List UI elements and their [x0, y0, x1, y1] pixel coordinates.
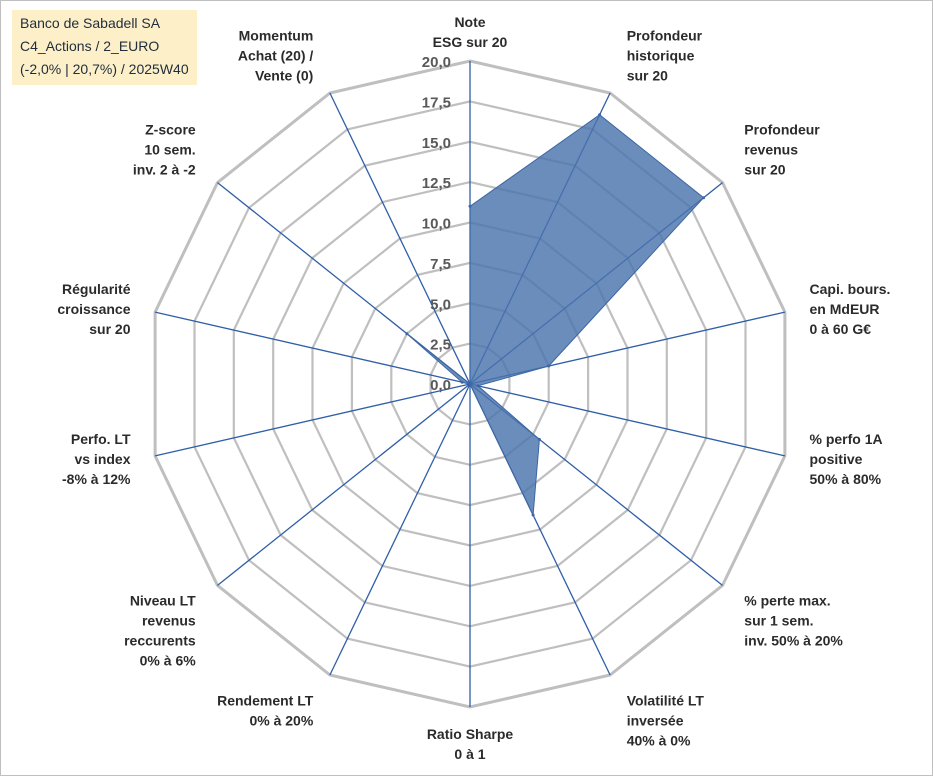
axis-label: Profondeur historique sur 20 [627, 28, 703, 84]
axis-label: Niveau LT revenus reccurents 0% à 6% [124, 593, 196, 669]
axis-label-line: en MdEUR [810, 301, 880, 317]
axis-label-line: % perte max. [744, 593, 830, 609]
axis-label: % perte max. sur 1 sem. inv. 50% à 20% [744, 593, 843, 649]
axis-label-line: vs index [74, 451, 130, 467]
axis-label-line: 10 sem. [144, 141, 195, 157]
axis-label-line: 50% à 80% [810, 471, 882, 487]
axis-label-line: Volatilité LT [627, 693, 705, 709]
data-point [598, 113, 602, 117]
data-point [547, 364, 551, 368]
axis-label-line: 0 à 1 [454, 746, 485, 762]
axis-label-line: historique [627, 48, 695, 64]
tick-label: 12,5 [422, 175, 451, 192]
axis-labels: Note ESG sur 20 Profondeur historique sur 20… [57, 14, 890, 762]
axis-label-line: ESG sur 20 [433, 34, 508, 50]
radar-spoke [217, 383, 471, 586]
data-point [468, 382, 472, 386]
axis-label-line: 0% à 20% [249, 713, 313, 729]
radar-spoke [154, 311, 471, 385]
title-line-company: Banco de Sabadell SA [20, 15, 161, 31]
series-area [406, 114, 705, 517]
radial-tick-labels: 0,0 2,5 5,0 7,5 10,0 12,5 15,0 17,5 20,0 [422, 54, 451, 394]
axis-label-line: Vente (0) [255, 68, 313, 84]
axis-label-line: Régularité [62, 281, 131, 297]
data-point [460, 380, 464, 384]
axis-label-line: Perfo. LT [71, 431, 131, 447]
axis-label-line: 40% à 0% [627, 733, 691, 749]
tick-label: 10,0 [422, 216, 451, 233]
data-point [531, 513, 535, 517]
axis-label-line: Rendement LT [217, 693, 314, 709]
tick-label: 0,0 [430, 377, 451, 394]
axis-label-line: % perfo 1A [810, 431, 883, 447]
tick-label: 2,5 [430, 337, 451, 354]
axis-label-line: revenus [142, 613, 196, 629]
axis-label-line: 0 à 60 G€ [810, 321, 872, 337]
axis-label-line: sur 20 [89, 321, 130, 337]
axis-label-line: inv. 2 à -2 [133, 161, 196, 177]
tick-label: 5,0 [430, 296, 451, 313]
axis-label: Capi. bours. en MdEUR 0 à 60 G€ [810, 281, 891, 337]
axis-label-line: Niveau LT [130, 593, 196, 609]
axis-label: Note ESG sur 20 [433, 14, 508, 50]
axis-label: Volatilité LT inversée 40% à 0% [627, 693, 705, 749]
axis-label: % perfo 1A positive 50% à 80% [810, 431, 883, 487]
axis-label-line: Profondeur [744, 121, 820, 137]
axis-label-line: sur 20 [744, 161, 785, 177]
axis-label-line: inv. 50% à 20% [744, 633, 843, 649]
data-point [468, 204, 472, 208]
radar-series [405, 113, 706, 517]
tick-label: 7,5 [430, 256, 451, 273]
axis-label-line: Note [454, 14, 485, 30]
axis-label-line: revenus [744, 141, 798, 157]
axis-label-line: 0% à 6% [140, 653, 197, 669]
radar-spoke [154, 383, 471, 457]
title-line-category: C4_Actions / 2_EURO [20, 38, 160, 54]
axis-label-line: croissance [57, 301, 130, 317]
tick-label: 15,0 [422, 135, 451, 152]
data-point [405, 332, 409, 336]
axis-label: Régularité croissance sur 20 [57, 281, 130, 337]
title-line-stats: (-2,0% | 20,7%) / 2025W40 [20, 61, 189, 77]
axis-label-line: reccurents [124, 633, 196, 649]
chart-title-box: Banco de Sabadell SA C4_Actions / 2_EURO… [12, 10, 197, 85]
tick-label: 20,0 [422, 54, 451, 71]
radar-spoke [329, 92, 471, 385]
data-point [702, 196, 706, 200]
axis-label-line: Achat (20) / [238, 48, 314, 64]
axis-label-line: Z-score [145, 121, 196, 137]
axis-label-line: sur 20 [627, 68, 668, 84]
axis-label: Profondeur revenus sur 20 [744, 121, 820, 177]
radar-spoke [329, 383, 471, 676]
axis-label-line: positive [810, 451, 863, 467]
axis-label-line: inversée [627, 713, 684, 729]
tick-label: 17,5 [422, 94, 451, 111]
data-point [537, 437, 541, 441]
axis-label-line: Capi. bours. [810, 281, 891, 297]
axis-label-line: Momentum [239, 28, 314, 44]
axis-label: Rendement LT 0% à 20% [217, 693, 314, 729]
axis-label: Momentum Achat (20) / Vente (0) [238, 28, 314, 84]
axis-label-line: Ratio Sharpe [427, 726, 514, 742]
axis-label-line: -8% à 12% [62, 471, 131, 487]
axis-label-line: sur 1 sem. [744, 613, 813, 629]
axis-label: Ratio Sharpe 0 à 1 [427, 726, 514, 762]
axis-label: Z-score 10 sem. inv. 2 à -2 [133, 121, 196, 177]
axis-label-line: Profondeur [627, 28, 703, 44]
radar-spoke [469, 383, 786, 457]
data-point [476, 384, 480, 388]
axis-label: Perfo. LT vs index -8% à 12% [62, 431, 131, 487]
